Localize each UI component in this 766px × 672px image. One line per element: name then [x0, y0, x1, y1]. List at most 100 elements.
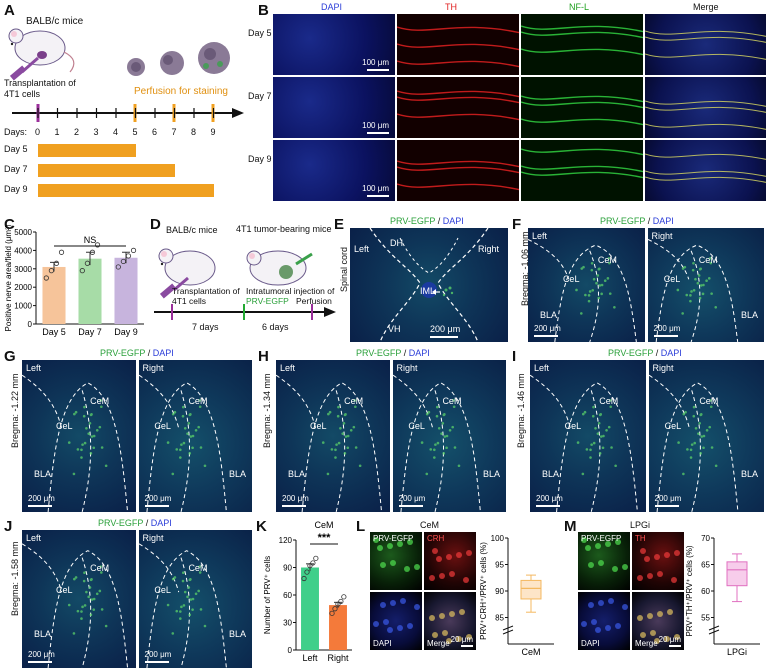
left-label: Left — [26, 533, 42, 543]
cell — [414, 564, 420, 570]
scale-label-e: 200 μm — [430, 324, 461, 334]
cem-label: CeM — [344, 396, 364, 407]
scale-bar — [367, 195, 389, 197]
scale-label: 100 μm — [362, 121, 389, 130]
data-point — [89, 249, 96, 255]
y-tick-label: 0 — [28, 320, 33, 329]
data-point — [313, 555, 319, 561]
region-boundary — [138, 374, 179, 429]
cell — [449, 571, 455, 577]
y-tick-label: 95 — [495, 561, 504, 570]
day-bar — [38, 164, 175, 177]
micrograph-tile: PRV-EGFP — [578, 532, 630, 590]
cell — [591, 619, 597, 625]
cell — [654, 638, 660, 644]
scale-bar — [282, 505, 306, 507]
tile-label: TH — [635, 534, 646, 543]
cell — [615, 623, 621, 629]
cell — [383, 619, 389, 625]
panel-label-g: G — [4, 348, 16, 365]
tile-label: Merge — [427, 639, 450, 648]
data-point — [48, 268, 54, 274]
bla-label: BLA — [34, 469, 52, 480]
title-blue: DAPI — [152, 348, 174, 358]
title-separator: / — [401, 348, 409, 358]
cem-label: CeM — [90, 396, 110, 407]
panel-label-f: F — [512, 216, 522, 233]
scale-label: 100 μm — [362, 184, 389, 193]
labeled-cells — [321, 399, 362, 476]
box-chart-m: 55 60 65 70 PRV⁺TH⁺/PRV⁺ cells (%) LPGi — [685, 534, 760, 657]
bla-label: BLA — [542, 469, 560, 480]
mouse-label-a: BALB/c mice — [26, 16, 84, 27]
panel-label-l: L — [356, 518, 366, 535]
day-number: 2 — [74, 127, 80, 137]
bla-label: BLA — [228, 629, 246, 640]
micrograph-tile: CRH — [424, 532, 476, 590]
right-label: Right — [142, 363, 164, 373]
scale-bar — [534, 335, 558, 337]
day-bar-label: Day 5 — [4, 144, 28, 154]
y-tick-label: 4000 — [14, 246, 32, 255]
title-h: PRV-EGFP / DAPI — [356, 348, 430, 358]
chart-title: CeM — [314, 520, 333, 530]
y-tick-label: 60 — [283, 591, 292, 600]
title-green: PRV-EGFP — [98, 518, 144, 528]
region-boundary — [690, 250, 700, 342]
y-axis-label: Positive nerve area/field (μm²) — [4, 224, 13, 331]
scale-label: 100 μm — [362, 58, 389, 67]
panel-label-d: D — [150, 216, 161, 233]
cell — [605, 541, 611, 547]
y-tick-label: 2000 — [14, 283, 32, 292]
cell — [373, 621, 379, 627]
labeled-cells — [676, 399, 717, 476]
bar — [42, 266, 66, 324]
title-blue: DAPI — [408, 348, 430, 358]
scale-label: 200 μm — [536, 494, 563, 503]
data-point — [79, 268, 85, 274]
region-boundary — [399, 382, 481, 512]
data-point — [341, 594, 347, 600]
region-boundary — [22, 543, 63, 593]
y-tick-label: 65 — [701, 561, 710, 570]
cel-label: CeL — [154, 420, 171, 431]
tile-label: PRV-EGFP — [373, 534, 414, 543]
cell — [463, 577, 469, 583]
region-boundary — [145, 550, 227, 668]
title-green: PRV-EGFP — [608, 348, 654, 358]
cell — [459, 609, 465, 615]
y-tick-label: 90 — [283, 564, 292, 573]
cell — [390, 560, 396, 566]
left-label: Left — [532, 231, 548, 241]
cell — [449, 611, 455, 617]
region-boundary — [81, 557, 92, 668]
scale-bar — [398, 505, 423, 507]
micrograph-tile — [397, 77, 519, 138]
cell — [581, 621, 587, 627]
cell — [397, 541, 403, 547]
micrograph-left: Left CeL CeM BLA 200 μm — [530, 360, 646, 512]
perfusion-label-a: Perfusion for staining — [134, 86, 228, 97]
region-boundary — [590, 390, 601, 512]
cell — [598, 560, 604, 566]
timeline-diagram-d — [154, 248, 336, 320]
step2a-label-d: Intratumoral injection of — [246, 286, 335, 296]
cell — [671, 577, 677, 583]
cell — [595, 543, 601, 549]
day-number: 3 — [93, 127, 99, 137]
data-point — [332, 606, 338, 612]
cell — [605, 625, 611, 631]
cell — [466, 550, 472, 556]
title-blue: DAPI — [660, 348, 682, 358]
scale-label: 200 μm — [144, 494, 172, 503]
panel-label-i: I — [512, 348, 517, 365]
left-label: Left — [280, 363, 296, 373]
tile-label: Merge — [635, 639, 658, 648]
micrograph-tile: TH — [632, 532, 684, 590]
panel-label-h: H — [258, 348, 269, 365]
labeled-cells — [575, 256, 616, 315]
data-point — [301, 575, 307, 582]
micrograph-tile: Merge 20 μm — [632, 592, 684, 650]
region-boundary — [690, 390, 701, 512]
